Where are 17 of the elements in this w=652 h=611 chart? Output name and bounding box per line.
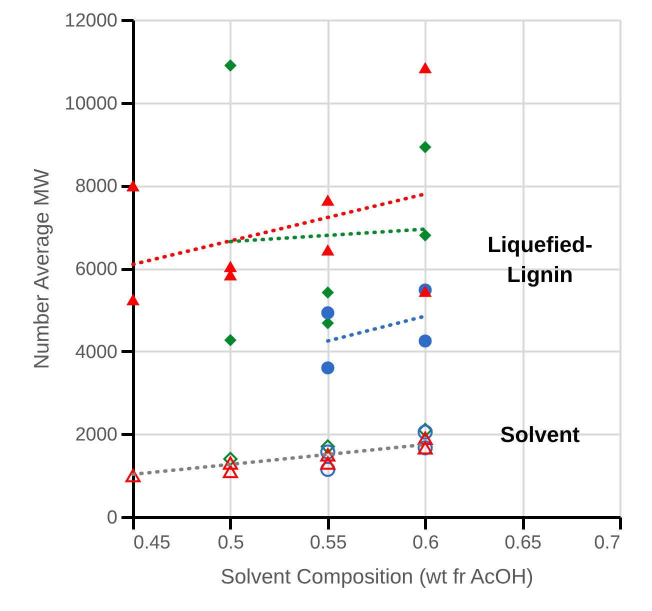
y-tick-label: 0	[106, 508, 118, 528]
y-axis-title: Number Average MW	[30, 168, 54, 370]
y-tick-label: 4000	[75, 342, 118, 363]
x-axis-title: Solvent Composition (wt fr AcOH)	[220, 566, 534, 588]
y-tick-label: 2000	[75, 424, 118, 446]
annotation: Liquefied- Lignin	[487, 232, 593, 287]
x-tick-label: 0.45	[134, 532, 170, 554]
x-tick-label: 0.6	[412, 532, 439, 554]
annotation: Solvent	[500, 422, 580, 447]
y-tick-label: 6000	[75, 259, 118, 280]
y-tick-label: 10000	[64, 93, 118, 114]
y-tick-label: 12000	[64, 10, 118, 32]
y-tick-label: 8000	[75, 176, 118, 198]
x-tick-label: 0.65	[504, 532, 542, 554]
x-tick-label: 0.7	[594, 532, 620, 554]
x-tick-label: 0.5	[218, 532, 244, 554]
x-tick-label: 0.55	[310, 532, 347, 554]
